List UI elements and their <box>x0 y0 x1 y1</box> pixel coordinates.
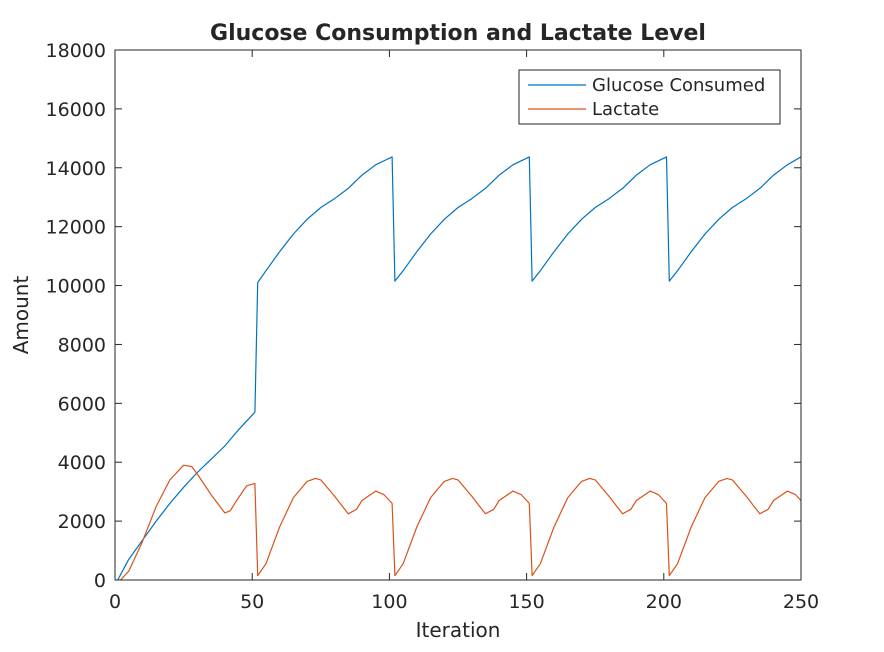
y-axis-label: Amount <box>9 276 33 355</box>
plot-background <box>115 50 801 580</box>
x-tick-label: 100 <box>371 591 407 613</box>
y-tick-label: 10000 <box>46 276 106 298</box>
legend-label-glucose-consumed: Glucose Consumed <box>592 75 765 96</box>
plot-area: 0 50 100 150 200 250 0 2000 4000 6000 8000 10000 120… <box>46 40 820 613</box>
x-tick-label: 50 <box>240 591 264 613</box>
x-tick-label: 200 <box>646 591 682 613</box>
y-tick-label: 4000 <box>58 452 106 474</box>
chart-title: Glucose Consumption and Lactate Level <box>210 21 706 46</box>
x-tick-label: 250 <box>783 591 819 613</box>
y-tick-label: 12000 <box>46 217 106 239</box>
y-tick-label: 8000 <box>58 334 106 356</box>
y-tick-label: 2000 <box>58 511 106 533</box>
y-tick-label: 14000 <box>46 158 106 180</box>
legend-label-lactate: Lactate <box>592 99 659 120</box>
x-tick-label: 0 <box>109 591 121 613</box>
x-axis-label: Iteration <box>416 618 501 642</box>
legend: Glucose Consumed Lactate <box>519 70 780 124</box>
y-tick-label: 16000 <box>46 99 106 121</box>
y-tick-label: 6000 <box>58 393 106 415</box>
y-tick-label: 18000 <box>46 40 106 62</box>
y-tick-label: 0 <box>94 570 106 592</box>
x-tick-label: 150 <box>508 591 544 613</box>
